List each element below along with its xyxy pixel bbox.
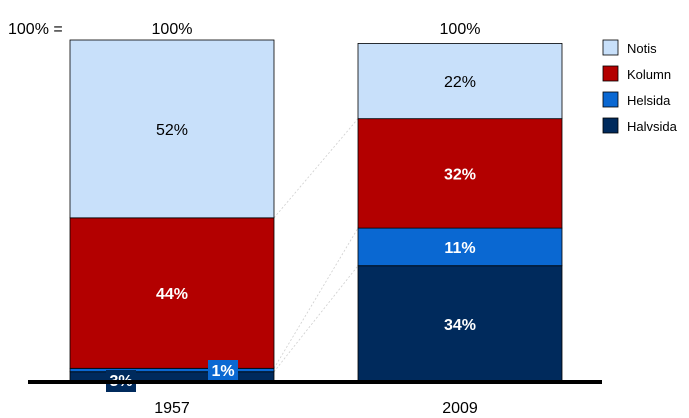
- connector-lines: [273, 118, 359, 372]
- bar-helsida-1957: [69, 367, 275, 373]
- connector-line: [273, 265, 359, 372]
- bar-helsida-2009: [357, 227, 563, 267]
- connector-line: [273, 118, 359, 219]
- x-tick-label-1957: 1957: [154, 400, 190, 417]
- legend-label-halvsida: Halvsida: [627, 119, 678, 134]
- segment-label-helsida-2009: 11%: [444, 240, 475, 257]
- bar-segments: [69, 39, 563, 383]
- legend-swatch-kolumn: [602, 65, 619, 82]
- segment-label-kolumn-1957: 44%: [156, 286, 188, 303]
- legend-swatch-helsida: [602, 91, 619, 108]
- legend-swatch-notis: [602, 39, 619, 56]
- segment-label-halvsida-2009: 34%: [444, 317, 476, 334]
- total-labels: 100% 100%: [152, 21, 481, 38]
- x-tick-labels: 1957 2009: [154, 400, 478, 417]
- legend: Notis Kolumn Helsida Halvsida: [602, 39, 678, 134]
- connector-line: [273, 227, 359, 369]
- legend-label-helsida: Helsida: [627, 93, 671, 108]
- x-tick-label-2009: 2009: [442, 400, 478, 417]
- bar-notis-2009: [357, 43, 563, 120]
- bar-notis-1957: [69, 39, 275, 219]
- segment-labels: 3%1%44%52%34%11%32%22%: [106, 74, 476, 392]
- segment-tag-helsida-1957: [208, 360, 238, 382]
- segment-label-notis-1957: 52%: [156, 122, 188, 139]
- legend-swatch-halvsida: [602, 117, 619, 134]
- segment-label-notis-2009: 22%: [444, 74, 476, 91]
- total-prefix-label: 100% =: [8, 21, 63, 38]
- legend-label-kolumn: Kolumn: [627, 67, 671, 82]
- segment-label-helsida-1957: 1%: [211, 363, 234, 380]
- total-label-2009: 100%: [440, 21, 481, 38]
- total-label-1957: 100%: [152, 21, 193, 38]
- bar-kolumn-1957: [69, 217, 275, 369]
- bar-halvsida-2009: [357, 265, 563, 383]
- legend-label-notis: Notis: [627, 41, 657, 56]
- segment-label-kolumn-2009: 32%: [444, 166, 476, 183]
